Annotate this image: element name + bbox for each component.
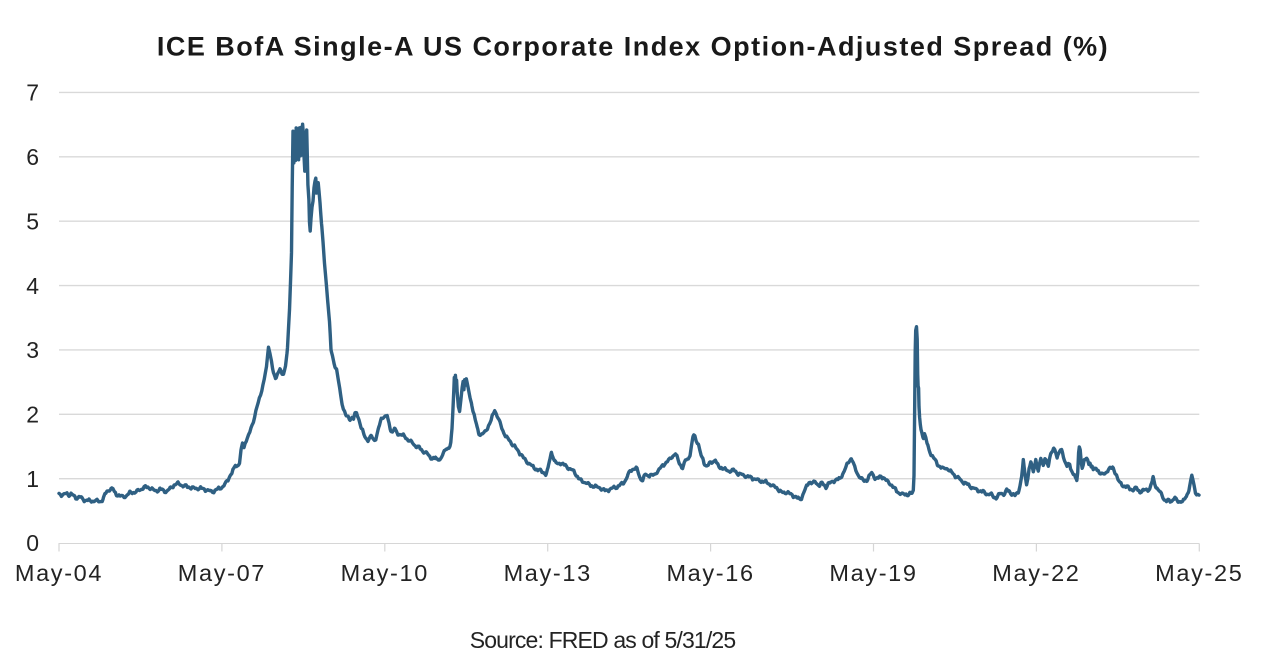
svg-text:5: 5 bbox=[26, 208, 39, 234]
svg-text:6: 6 bbox=[26, 144, 39, 170]
svg-text:4: 4 bbox=[26, 273, 39, 299]
svg-text:Source: FRED as of 5/31/25: Source: FRED as of 5/31/25 bbox=[470, 627, 736, 653]
svg-text:May-07: May-07 bbox=[178, 560, 266, 586]
svg-text:May-10: May-10 bbox=[341, 560, 429, 586]
svg-text:ICE BofA Single-A US Corporate: ICE BofA Single-A US Corporate Index Opt… bbox=[157, 31, 1109, 61]
svg-text:May-19: May-19 bbox=[829, 560, 917, 586]
svg-text:2: 2 bbox=[26, 401, 39, 427]
svg-text:May-22: May-22 bbox=[992, 560, 1080, 586]
svg-text:7: 7 bbox=[26, 80, 39, 106]
svg-text:1: 1 bbox=[26, 466, 39, 492]
svg-text:May-16: May-16 bbox=[666, 560, 754, 586]
svg-text:3: 3 bbox=[26, 337, 39, 363]
svg-text:May-25: May-25 bbox=[1155, 560, 1243, 586]
svg-text:May-13: May-13 bbox=[504, 560, 592, 586]
svg-text:0: 0 bbox=[26, 530, 39, 556]
svg-text:May-04: May-04 bbox=[15, 560, 103, 586]
